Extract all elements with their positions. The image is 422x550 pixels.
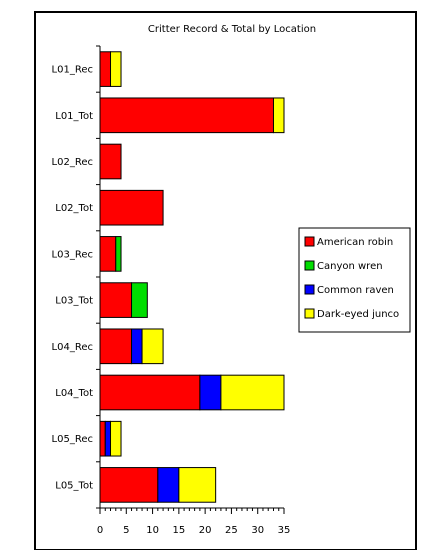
x-tick-label: 15 [172, 525, 185, 536]
bar-L05_Rec-common-raven [104, 420, 112, 457]
bar-L04_Tot-common-raven [199, 374, 222, 411]
x-tick-label: 5 [123, 525, 129, 536]
bar-L01_Tot-american-robin [99, 97, 274, 134]
bar-L05_Rec-american-robin [99, 420, 106, 457]
bar-L04_Rec-dark-eyed-junco [141, 328, 164, 365]
chart-title: Critter Record & Total by Location [148, 24, 316, 35]
bar-L04_Rec-american-robin [99, 328, 133, 365]
bar-L03_Tot-canyon-wren [131, 282, 148, 318]
legend: American robin Canyon wren Common raven Dar… [298, 227, 411, 333]
plot-area: L01_Rec L01_Tot L02_Rec L02_Tot L03_Rec L03_T… [52, 45, 291, 536]
bar-L04_Tot-dark-eyed-junco [220, 374, 285, 411]
category-label: L04_Rec [52, 342, 93, 353]
bar-L03_Rec-american-robin [99, 236, 117, 272]
category-label: L01_Tot [55, 111, 93, 122]
legend-swatch [304, 284, 315, 295]
legend-box [298, 227, 411, 333]
bar-L01_Rec-american-robin [99, 51, 112, 87]
legend-swatch [304, 236, 315, 247]
bar-L05_Rec-dark-eyed-junco [110, 420, 122, 457]
category-label: L03_Tot [55, 296, 93, 307]
legend-swatch [304, 260, 315, 271]
category-label: L04_Tot [55, 388, 93, 399]
bar-L01_Tot-dark-eyed-junco [272, 97, 285, 134]
category-label: L05_Tot [55, 480, 93, 491]
category-label: L01_Rec [52, 65, 93, 76]
x-tick-label: 10 [146, 525, 159, 536]
x-tick-label: 30 [251, 525, 264, 536]
bar-L04_Tot-american-robin [99, 374, 201, 411]
category-label: L02_Rec [52, 157, 93, 168]
bar-L05_Tot-common-raven [157, 467, 180, 503]
bar-L02_Tot-american-robin [99, 189, 164, 226]
category-label: L05_Rec [52, 434, 93, 445]
legend-swatch [304, 308, 315, 319]
category-label: L03_Rec [52, 249, 93, 260]
category-label: L02_Tot [55, 203, 93, 214]
x-tick-label: 25 [225, 525, 238, 536]
legend-label: Common raven [317, 285, 394, 296]
bar-L03_Rec-canyon-wren [115, 236, 122, 272]
x-tick-label: 0 [97, 525, 103, 536]
bar-L03_Tot-american-robin [99, 282, 133, 318]
legend-label: American robin [317, 237, 393, 248]
x-tick-label: 35 [278, 525, 291, 536]
legend-label: Canyon wren [317, 261, 383, 272]
bar-L01_Rec-dark-eyed-junco [110, 51, 122, 87]
x-tick-label: 20 [199, 525, 212, 536]
bar-L02_Rec-american-robin [99, 143, 122, 180]
bar-L05_Tot-american-robin [99, 467, 159, 503]
legend-label: Dark-eyed junco [317, 309, 399, 320]
bar-L05_Tot-dark-eyed-junco [178, 467, 217, 503]
bar-L04_Rec-common-raven [131, 328, 143, 365]
